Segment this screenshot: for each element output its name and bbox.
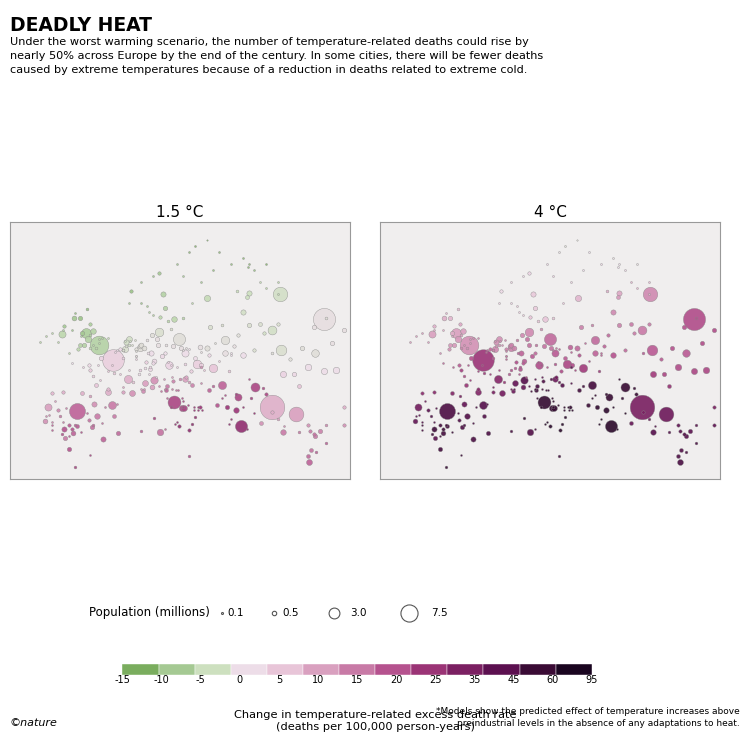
- Text: 7.5: 7.5: [432, 608, 448, 618]
- Text: 45: 45: [508, 675, 520, 686]
- Bar: [267, 664, 303, 675]
- Text: 95: 95: [586, 675, 598, 686]
- Title: 1.5 °C: 1.5 °C: [156, 205, 204, 219]
- Bar: [412, 664, 448, 675]
- Text: 35: 35: [469, 675, 481, 686]
- Text: *Models show the predicted effect of temperature increases above
preindustrial l: *Models show the predicted effect of tem…: [436, 707, 740, 728]
- Text: 10: 10: [312, 675, 324, 686]
- Text: ©nature: ©nature: [10, 718, 58, 728]
- Text: Under the worst warming scenario, the number of temperature-related deaths could: Under the worst warming scenario, the nu…: [10, 37, 543, 75]
- Bar: [122, 664, 158, 675]
- Bar: [303, 664, 339, 675]
- Title: 4 °C: 4 °C: [534, 205, 566, 219]
- Text: 20: 20: [390, 675, 403, 686]
- Text: -15: -15: [114, 675, 131, 686]
- Bar: [448, 664, 484, 675]
- Bar: [556, 664, 592, 675]
- Text: DEADLY HEAT: DEADLY HEAT: [10, 16, 152, 35]
- Bar: [339, 664, 376, 675]
- Text: 0.5: 0.5: [282, 608, 299, 618]
- Text: 25: 25: [429, 675, 442, 686]
- Bar: [195, 664, 231, 675]
- Text: (deaths per 100,000 person-years): (deaths per 100,000 person-years): [276, 722, 475, 732]
- Text: 0: 0: [237, 675, 243, 686]
- Text: 5: 5: [276, 675, 282, 686]
- Bar: [520, 664, 556, 675]
- Bar: [484, 664, 520, 675]
- Text: Population (millions): Population (millions): [89, 606, 210, 619]
- Text: -5: -5: [196, 675, 206, 686]
- Bar: [231, 664, 267, 675]
- Text: 15: 15: [351, 675, 363, 686]
- Text: -10: -10: [154, 675, 170, 686]
- Text: Change in temperature-related excess death rate: Change in temperature-related excess dea…: [234, 710, 517, 720]
- Text: 0.1: 0.1: [228, 608, 244, 618]
- Bar: [376, 664, 412, 675]
- Text: 3.0: 3.0: [350, 608, 366, 618]
- Bar: [158, 664, 195, 675]
- Text: 60: 60: [547, 675, 559, 686]
